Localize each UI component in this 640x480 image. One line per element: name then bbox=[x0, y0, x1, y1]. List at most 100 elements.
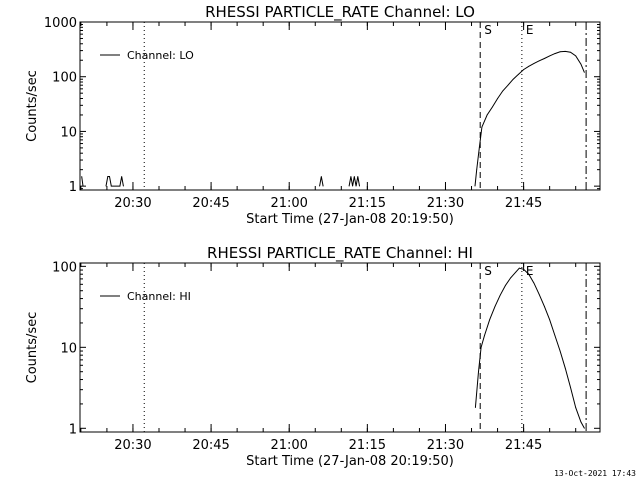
data-point bbox=[486, 114, 488, 116]
data-point bbox=[355, 185, 357, 187]
data-point bbox=[322, 185, 324, 187]
data-point bbox=[81, 176, 83, 177]
data-point bbox=[523, 69, 525, 70]
event-marker-label: E bbox=[526, 264, 534, 278]
data-point bbox=[474, 185, 476, 187]
data-point bbox=[119, 185, 121, 187]
y-tick-label: 100 bbox=[52, 260, 77, 275]
series-line bbox=[81, 50, 585, 187]
x-tick-label: 21:45 bbox=[505, 196, 542, 211]
data-point bbox=[510, 277, 511, 279]
data-point bbox=[559, 350, 561, 352]
x-tick-label: 20:30 bbox=[114, 196, 151, 211]
x-axis-label: Start Time (27-Jan-08 20:19:50) bbox=[246, 454, 454, 469]
data-point bbox=[554, 335, 556, 336]
chart-panel-2: RHESSI PARTICLE_RATE Channel: HI 1 10 100 20… bbox=[25, 244, 601, 469]
data-point bbox=[480, 346, 482, 348]
data-point bbox=[549, 319, 551, 320]
data-point bbox=[110, 185, 112, 187]
data-point bbox=[544, 306, 545, 307]
data-point bbox=[575, 407, 577, 409]
data-point bbox=[475, 407, 476, 409]
x-tick-label: 21:30 bbox=[427, 438, 464, 453]
x-tick-label: 21:15 bbox=[349, 196, 386, 211]
data-point bbox=[357, 176, 359, 177]
data-point bbox=[517, 74, 519, 75]
data-point bbox=[105, 185, 107, 187]
data-point bbox=[359, 185, 360, 187]
data-point bbox=[107, 176, 109, 177]
data-point bbox=[549, 55, 551, 57]
data-point bbox=[478, 371, 479, 373]
data-point bbox=[494, 306, 496, 307]
x-tick-label: 20:45 bbox=[192, 438, 229, 453]
data-point bbox=[559, 51, 561, 53]
data-point bbox=[481, 126, 483, 128]
data-point bbox=[533, 282, 535, 284]
data-point bbox=[580, 63, 582, 65]
data-point bbox=[348, 185, 350, 187]
data-point bbox=[504, 285, 506, 286]
legend-label: Channel: LO bbox=[127, 49, 194, 62]
data-point bbox=[512, 78, 514, 80]
data-point bbox=[484, 335, 485, 336]
data-point bbox=[507, 84, 509, 86]
y-tick-label: 100 bbox=[52, 71, 77, 86]
data-point bbox=[121, 176, 123, 177]
series-line bbox=[474, 267, 585, 429]
x-tick-label: 20:30 bbox=[114, 438, 151, 453]
plot-frame bbox=[79, 21, 601, 191]
y-tick-label: 10 bbox=[60, 341, 77, 356]
data-point bbox=[570, 386, 571, 388]
data-point bbox=[564, 367, 566, 369]
data-point bbox=[478, 147, 480, 149]
y-tick-label: 1000 bbox=[44, 16, 77, 31]
data-point bbox=[544, 58, 545, 59]
x-tick-label: 21:30 bbox=[427, 196, 464, 211]
y-axis-label: Counts/sec bbox=[25, 70, 40, 142]
data-point bbox=[352, 185, 353, 187]
data-point bbox=[538, 294, 540, 295]
chart-title: RHESSI PARTICLE_RATE Channel: HI bbox=[207, 244, 473, 263]
data-point bbox=[533, 63, 535, 64]
y-axis-label: Counts/sec bbox=[25, 312, 40, 384]
data-point bbox=[515, 271, 517, 273]
data-point bbox=[580, 421, 582, 423]
data-point bbox=[583, 71, 585, 73]
event-marker-label: S bbox=[484, 23, 492, 37]
x-tick-label: 21:45 bbox=[505, 438, 542, 453]
footer-timestamp: 13-Oct-2021 17:43 bbox=[554, 469, 636, 478]
y-tick-label: 1 bbox=[69, 422, 77, 437]
data-point bbox=[123, 185, 124, 187]
data-point bbox=[502, 90, 504, 92]
data-point bbox=[518, 267, 520, 269]
x-tick-label: 21:00 bbox=[270, 438, 307, 453]
data-point bbox=[491, 106, 493, 108]
y-tick-label: 10 bbox=[60, 125, 77, 140]
legend-label: Channel: HI bbox=[127, 290, 191, 303]
x-axis-label: Start Time (27-Jan-08 20:19:50) bbox=[246, 212, 454, 227]
data-point bbox=[320, 176, 322, 177]
event-marker-label: E bbox=[526, 23, 534, 37]
data-point bbox=[489, 319, 491, 320]
data-point bbox=[82, 185, 84, 187]
chart-title: RHESSI PARTICLE_RATE Channel: LO bbox=[205, 3, 475, 22]
data-point bbox=[538, 60, 540, 62]
data-point bbox=[554, 53, 556, 54]
y-tick-label: 1 bbox=[69, 180, 77, 195]
data-point bbox=[528, 273, 530, 275]
data-point bbox=[575, 55, 577, 57]
x-tick-label: 21:00 bbox=[270, 196, 307, 211]
data-point bbox=[528, 65, 530, 67]
data-point bbox=[499, 294, 501, 296]
x-tick-label: 20:45 bbox=[192, 196, 229, 211]
data-point bbox=[564, 51, 566, 52]
event-marker-label: S bbox=[484, 264, 492, 278]
data-point bbox=[319, 185, 320, 187]
data-point bbox=[109, 176, 110, 177]
data-point bbox=[583, 427, 585, 429]
chart-panel-1: RHESSI PARTICLE_RATE Channel: LO 1 10 100 10… bbox=[25, 3, 601, 227]
data-point bbox=[497, 98, 498, 99]
data-point bbox=[570, 51, 571, 53]
